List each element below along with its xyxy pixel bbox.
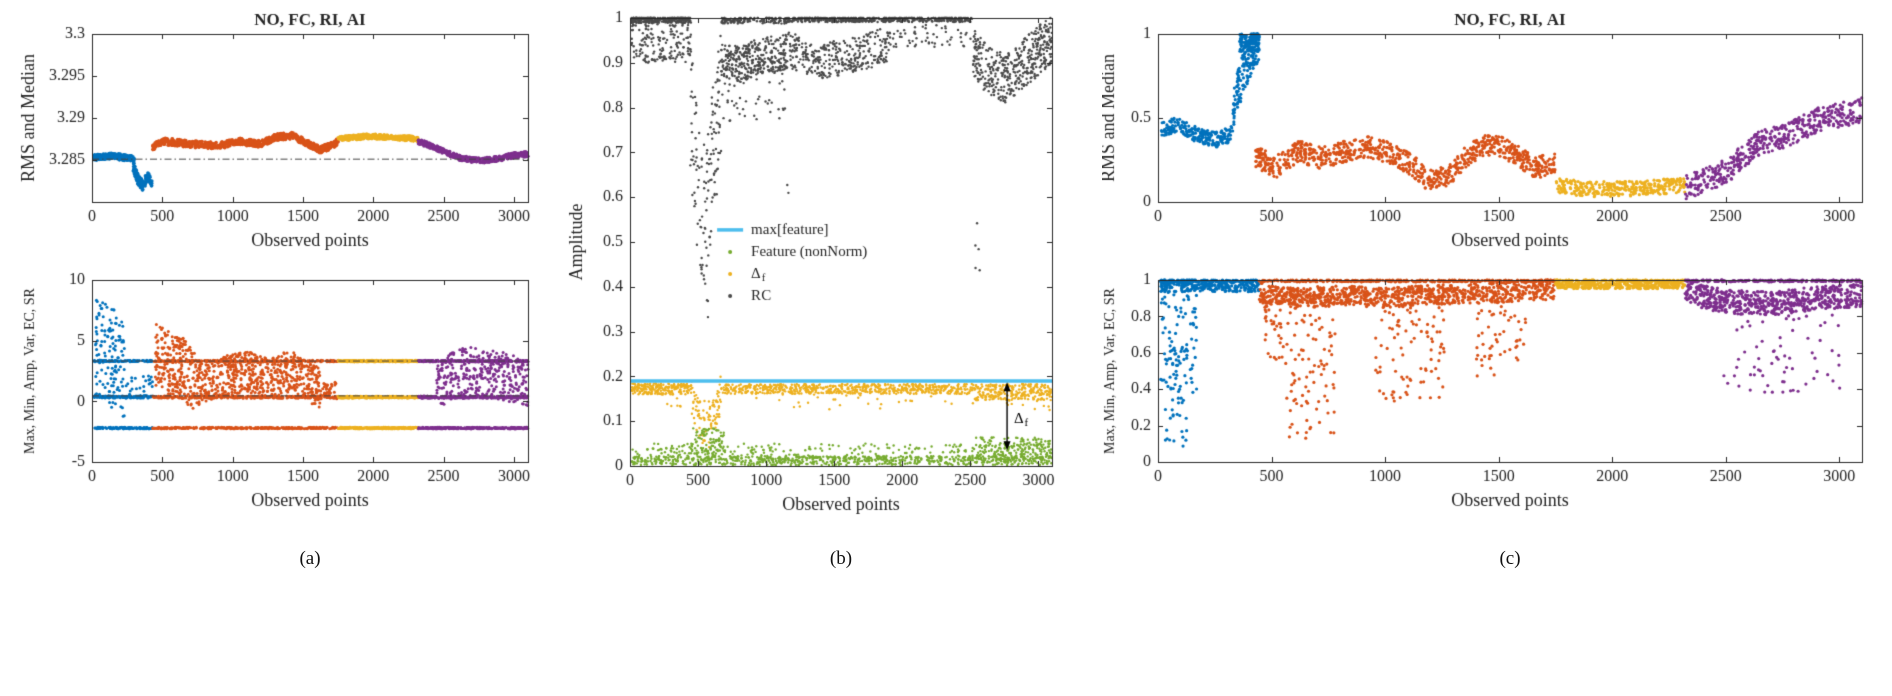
panel-label-a: (a) [299,548,321,569]
chart-c-top [1102,4,1880,260]
chart-a-bottom [14,264,544,520]
chart-a-top [14,4,544,260]
panel-label-b: (b) [829,548,853,569]
chart-c-bottom [1102,264,1880,520]
chart-b [566,4,1066,524]
panel-label-c: (c) [1499,548,1521,569]
